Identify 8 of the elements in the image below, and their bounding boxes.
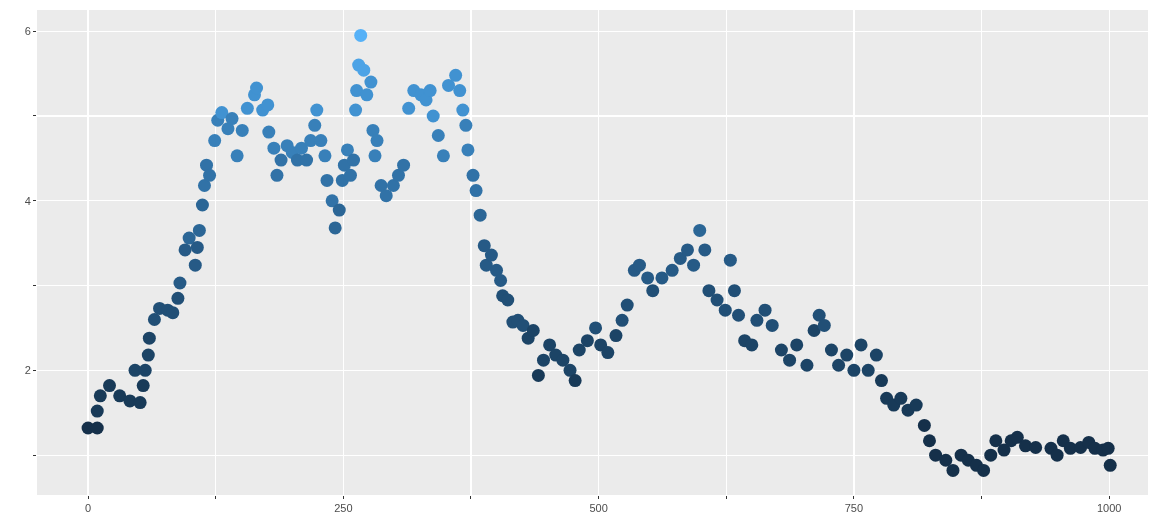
x-tick-label: 0 <box>85 502 92 515</box>
x-tick-label: 1000 <box>1096 502 1122 515</box>
x-tick-label: 750 <box>844 502 864 515</box>
y-tick-label: 4 <box>24 194 31 207</box>
x-tick-label: 250 <box>334 502 353 515</box>
x-tick-label: 500 <box>589 502 608 515</box>
y-tick-label: 6 <box>24 25 31 38</box>
y-tick-label: 2 <box>24 364 31 377</box>
